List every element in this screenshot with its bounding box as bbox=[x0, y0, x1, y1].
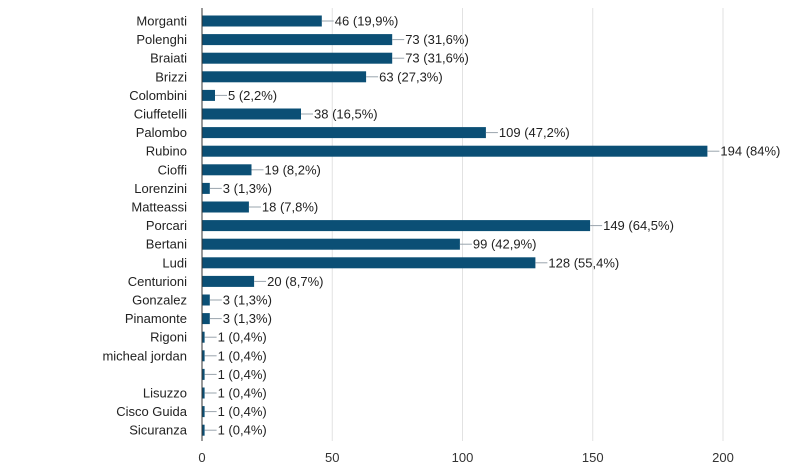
data-label: 1 (0,4%) bbox=[218, 386, 267, 401]
category-label: Gonzalez bbox=[132, 293, 187, 308]
x-tick-label: 100 bbox=[452, 450, 474, 465]
category-label: Porcari bbox=[146, 218, 187, 233]
data-label: 1 (0,4%) bbox=[218, 423, 267, 438]
category-label: Morganti bbox=[136, 14, 187, 29]
x-tick-label: 200 bbox=[712, 450, 734, 465]
bar bbox=[202, 127, 486, 139]
data-label: 73 (31,6%) bbox=[405, 32, 469, 47]
bar-layer bbox=[202, 15, 708, 436]
category-label: Ludi bbox=[162, 255, 187, 270]
bar bbox=[202, 238, 460, 250]
bar bbox=[202, 164, 252, 176]
data-label: 3 (1,3%) bbox=[223, 293, 272, 308]
data-label: 19 (8,2%) bbox=[265, 162, 321, 177]
data-label: 149 (64,5%) bbox=[603, 218, 674, 233]
data-label: 3 (1,3%) bbox=[223, 311, 272, 326]
data-label: 1 (0,4%) bbox=[218, 367, 267, 382]
data-label: 1 (0,4%) bbox=[218, 348, 267, 363]
category-label: Ciuffetelli bbox=[134, 107, 187, 122]
category-label: Bertani bbox=[146, 237, 187, 252]
data-label: 20 (8,7%) bbox=[267, 274, 323, 289]
bar bbox=[202, 52, 393, 64]
bar bbox=[202, 71, 367, 83]
category-label: Rigoni bbox=[150, 330, 187, 345]
bar bbox=[202, 15, 322, 27]
category-label: micheal jordan bbox=[102, 348, 187, 363]
category-label: Brizzi bbox=[155, 69, 187, 84]
data-label: 99 (42,9%) bbox=[473, 237, 537, 252]
x-tick-label: 0 bbox=[198, 450, 205, 465]
data-label: 18 (7,8%) bbox=[262, 200, 318, 215]
category-label: Pinamonte bbox=[125, 311, 187, 326]
bar bbox=[202, 294, 210, 306]
data-label: 194 (84%) bbox=[720, 144, 780, 159]
bar bbox=[202, 220, 591, 232]
bar bbox=[202, 313, 210, 325]
data-label: 3 (1,3%) bbox=[223, 181, 272, 196]
category-label: Palombo bbox=[136, 125, 187, 140]
category-label: Braiati bbox=[150, 51, 187, 66]
bar bbox=[202, 275, 255, 287]
category-label: Centurioni bbox=[128, 274, 187, 289]
bar bbox=[202, 34, 393, 46]
category-label: Polenghi bbox=[136, 32, 187, 47]
category-label: Lorenzini bbox=[134, 181, 187, 196]
data-label: 73 (31,6%) bbox=[405, 51, 469, 66]
bar bbox=[202, 368, 205, 380]
category-label: Cisco Guida bbox=[116, 404, 188, 419]
data-label: 109 (47,2%) bbox=[499, 125, 570, 140]
data-label: 128 (55,4%) bbox=[548, 255, 619, 270]
bar bbox=[202, 387, 205, 399]
bar bbox=[202, 108, 301, 120]
data-label: 1 (0,4%) bbox=[218, 330, 267, 345]
bar bbox=[202, 424, 205, 436]
data-label: 1 (0,4%) bbox=[218, 404, 267, 419]
tick-layer: 0 50 100 150 200 bbox=[198, 450, 733, 465]
data-label: 46 (19,9%) bbox=[335, 14, 399, 29]
category-label: Rubino bbox=[146, 144, 187, 159]
x-tick-label: 150 bbox=[582, 450, 604, 465]
bar bbox=[202, 350, 205, 362]
bar bbox=[202, 331, 205, 343]
bar bbox=[202, 257, 536, 269]
category-label: Sicuranza bbox=[129, 423, 188, 438]
data-label: 63 (27,3%) bbox=[379, 69, 443, 84]
category-label: Colombini bbox=[129, 88, 187, 103]
data-label: 38 (16,5%) bbox=[314, 107, 378, 122]
category-label: Cioffi bbox=[158, 162, 187, 177]
category-label: Lisuzzo bbox=[143, 386, 187, 401]
bar bbox=[202, 201, 249, 213]
bar bbox=[202, 182, 210, 194]
bar bbox=[202, 89, 215, 101]
data-label: 5 (2,2%) bbox=[228, 88, 277, 103]
x-tick-label: 50 bbox=[325, 450, 339, 465]
bar bbox=[202, 406, 205, 418]
category-label: Matteassi bbox=[131, 200, 187, 215]
label-layer: Morganti 46 (19,9%) Polenghi 73 (31,6%) Brai… bbox=[102, 14, 780, 438]
bar bbox=[202, 145, 708, 157]
